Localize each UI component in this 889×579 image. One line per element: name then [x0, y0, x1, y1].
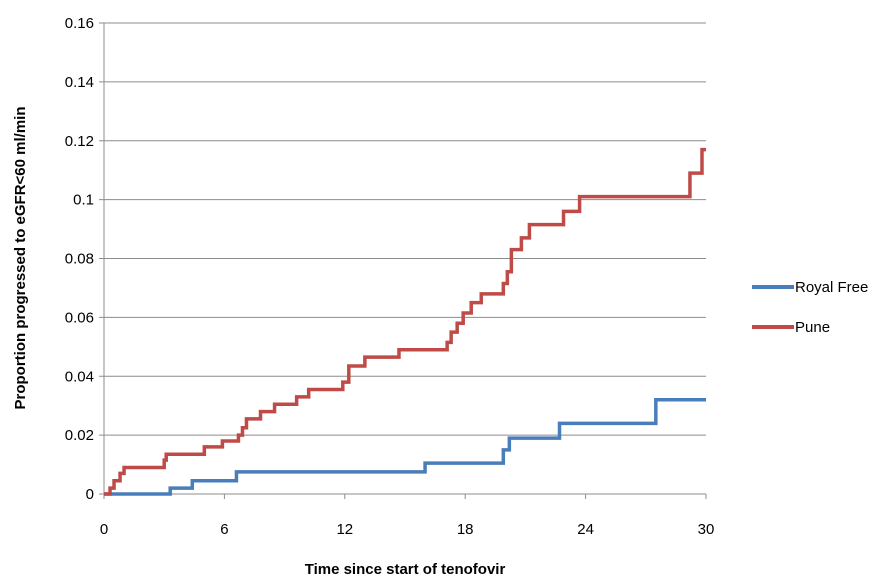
x-tick-label: 6 [220, 521, 228, 538]
y-tick-label: 0.02 [65, 427, 94, 444]
legend: Royal Free Pune [752, 279, 868, 336]
x-tick-label: 24 [577, 521, 594, 538]
y-tick-label: 0.04 [65, 368, 94, 385]
series-lines [104, 147, 706, 496]
x-tick-label: 18 [457, 521, 474, 538]
y-tick-label: 0.06 [65, 309, 94, 326]
y-tick-label: 0.08 [65, 251, 94, 268]
axes [99, 22, 707, 499]
y-tick-label: 0.12 [65, 133, 94, 150]
y-tick-label: 0.1 [73, 192, 94, 209]
x-tick-label: 12 [336, 521, 353, 538]
series-line-pune [104, 147, 706, 496]
x-tick-label: 30 [698, 521, 715, 538]
y-axis-title: Proportion progressed to eGFR<60 ml/min [12, 107, 29, 410]
x-axis-title: Time since start of tenofovir [305, 561, 506, 578]
legend-label-pune: Pune [795, 319, 830, 336]
y-tick-label: 0 [86, 486, 94, 503]
series-line-royal-free [104, 398, 706, 496]
y-tick-labels: 0 0.02 0.04 0.06 0.08 0.1 0.12 0.14 0.16 [65, 15, 94, 503]
x-tick-label: 0 [100, 521, 108, 538]
gridlines [104, 22, 706, 436]
x-tick-labels: 0 6 12 18 24 30 [100, 521, 715, 538]
y-tick-label: 0.16 [65, 15, 94, 32]
legend-label-royal-free: Royal Free [795, 279, 868, 296]
y-tick-label: 0.14 [65, 74, 94, 91]
